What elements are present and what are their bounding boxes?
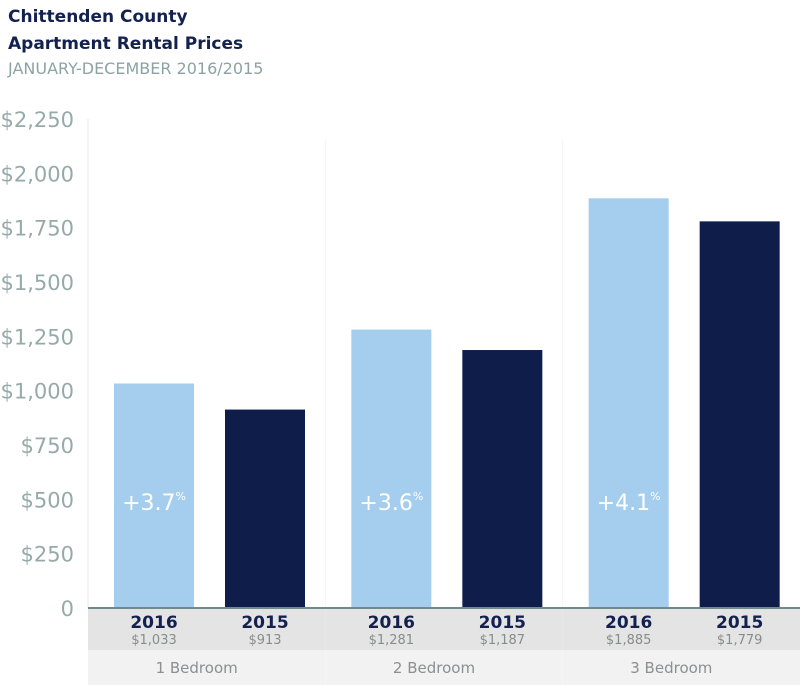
y-tick-label: $250: [21, 543, 74, 567]
bar-2015-3: [699, 221, 780, 608]
bar-value-label: $1,885: [606, 633, 652, 648]
y-tick-label: $1,750: [1, 217, 74, 241]
bar-value-label: $1,187: [480, 633, 526, 648]
y-tick-label: $1,000: [1, 380, 74, 404]
y-tick-label: $2,250: [1, 108, 74, 132]
series-year-label: 2015: [479, 613, 526, 633]
bar-value-label: $1,281: [369, 633, 415, 648]
y-tick-label: $1,250: [1, 325, 74, 349]
series-year-label: 2015: [716, 613, 763, 633]
axis-band-1: [88, 608, 326, 650]
category-band-2: [325, 650, 563, 685]
chart-title-line-2: Apartment Rental Prices: [8, 34, 243, 54]
y-tick-label: $2,000: [1, 162, 74, 186]
bar-value-label: $913: [248, 633, 281, 648]
change-label: +3.7%: [122, 490, 186, 516]
change-label: +3.6%: [359, 490, 423, 516]
y-tick-label: $750: [21, 434, 74, 458]
category-label: 2 Bedroom: [393, 659, 475, 677]
category-label: 3 Bedroom: [630, 659, 712, 677]
bar-2015-1: [225, 409, 305, 608]
bar-2016-1: [114, 383, 194, 608]
change-label: +4.1%: [597, 490, 661, 516]
series-year-label: 2016: [130, 613, 177, 633]
category-label: 1 Bedroom: [156, 659, 238, 677]
bar-value-label: $1,033: [131, 633, 177, 648]
y-tick-label: $500: [21, 488, 74, 512]
bar-2015-2: [462, 350, 543, 608]
y-tick-label: 0: [61, 597, 74, 621]
chart-title-line-1: Chittenden County: [8, 7, 188, 27]
series-year-label: 2016: [605, 613, 652, 633]
category-band-1: [88, 650, 326, 685]
chart-subtitle: JANUARY-DECEMBER 2016/2015: [7, 59, 263, 78]
series-year-label: 2016: [368, 613, 415, 633]
axis-band-2: [325, 608, 563, 650]
category-band-3: [562, 650, 800, 685]
bar-2016-2: [351, 329, 432, 608]
series-year-label: 2015: [241, 613, 288, 633]
axis-band-3: [562, 608, 800, 650]
y-tick-label: $1,500: [1, 271, 74, 295]
bar-value-label: $1,779: [717, 633, 763, 648]
bar-2016-3: [588, 198, 669, 608]
plot-area: 0 $250 $500 $750 $1,000 $1,250 $1,500 $1,750 $2,…: [1, 108, 800, 685]
